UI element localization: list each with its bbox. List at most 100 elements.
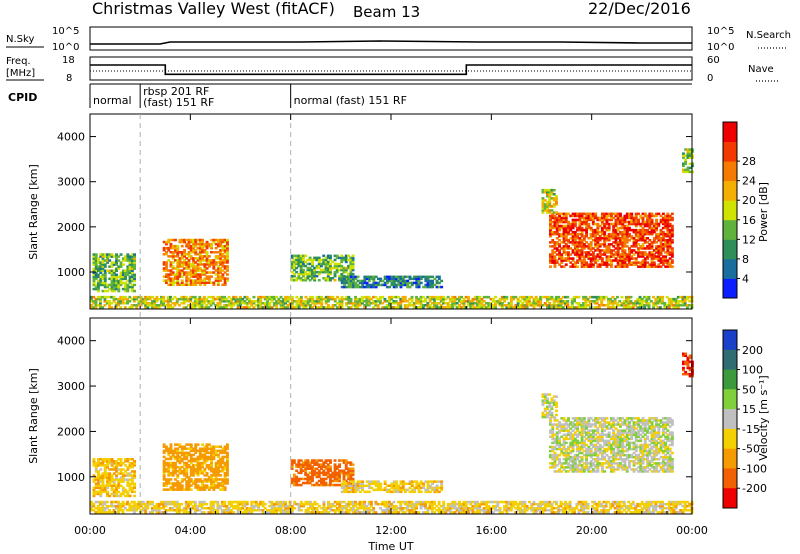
echo-cell [266, 297, 269, 301]
echo-cell [205, 445, 209, 448]
echo-cell [263, 302, 267, 305]
echo-cell [292, 477, 296, 481]
echo-cell [345, 295, 348, 299]
echo-cell [603, 235, 607, 238]
echo-cell [664, 245, 668, 248]
echo-cell [226, 445, 229, 448]
echo-cell [585, 425, 588, 428]
echo-cell [279, 300, 283, 303]
echo-cell [627, 302, 631, 305]
echo-cell [621, 255, 625, 258]
echo-cell [317, 475, 321, 479]
echo-cell [169, 443, 173, 446]
echo-cell [553, 417, 557, 420]
echo-cell [329, 268, 332, 272]
echo-cell [139, 304, 143, 307]
echo-cell [308, 266, 312, 270]
echo-cell [110, 295, 114, 299]
echo-cell [612, 232, 616, 236]
echo-cell [619, 216, 622, 220]
echo-cell [553, 464, 557, 467]
echo-cell [433, 480, 437, 483]
echo-cell [351, 463, 355, 466]
echo-cell [144, 295, 148, 299]
echo-cell [130, 277, 134, 281]
echo-cell [587, 222, 591, 226]
echo-cell [162, 482, 166, 485]
echo-cell [169, 269, 173, 272]
echo-cell [394, 302, 398, 305]
echo-cell [165, 463, 168, 467]
echo-cell [299, 270, 303, 274]
echo-cell [171, 302, 175, 305]
echo-cell [243, 295, 247, 299]
echo-cell [498, 300, 502, 303]
echo-cell [523, 295, 527, 299]
echo-cell [202, 300, 206, 303]
echo-cell [169, 488, 173, 491]
echo-cell [329, 467, 332, 470]
echo-cell [192, 265, 195, 268]
echo-cell [165, 275, 168, 278]
echo-cell [192, 279, 195, 282]
echo-cell [614, 257, 618, 260]
echo-cell [205, 486, 209, 489]
echo-cell [189, 453, 193, 457]
echo-cell [585, 427, 588, 430]
echo-cell [549, 216, 552, 220]
echo-cell [223, 467, 227, 471]
echo-cell [219, 463, 223, 467]
echo-cell [185, 253, 189, 256]
echo-cell [562, 462, 566, 465]
echo-cell [666, 220, 670, 224]
echo-cell [241, 297, 245, 301]
echo-cell [112, 488, 116, 492]
echo-cell [205, 300, 208, 303]
echo-cell [543, 209, 547, 212]
echo-cell [657, 224, 661, 228]
echo-cell [567, 239, 570, 242]
echo-cell [117, 289, 121, 293]
echo-cell [567, 470, 570, 473]
echo-cell [290, 459, 294, 462]
echo-cell [214, 242, 218, 246]
echo-cell [555, 220, 559, 224]
echo-cell [214, 304, 218, 307]
echo-cell [302, 469, 305, 472]
echo-cell [419, 306, 423, 309]
echo-cell [189, 238, 193, 242]
echo-cell [560, 429, 564, 432]
echo-cell [555, 216, 559, 220]
echo-cell [306, 300, 310, 303]
echo-cell [324, 264, 328, 268]
echo-cell [115, 263, 118, 266]
echo-cell [207, 486, 211, 489]
echo-cell [453, 295, 457, 299]
echo-cell [180, 486, 184, 489]
echo-cell [333, 459, 337, 462]
echo-cell [607, 249, 611, 252]
echo-cell [205, 480, 209, 483]
echo-cell [365, 277, 369, 281]
echo-cell [619, 222, 622, 226]
echo-cell [553, 222, 557, 226]
echo-cell [194, 261, 198, 264]
echo-cell [433, 490, 437, 494]
echo-cell [578, 431, 582, 434]
echo-cell [625, 306, 628, 309]
echo-cell [562, 224, 566, 228]
echo-cell [306, 302, 310, 305]
echo-cell [203, 249, 207, 252]
echo-cell [424, 297, 427, 301]
echo-cell [569, 257, 573, 260]
echo-cell [304, 459, 308, 462]
echo-cell [623, 261, 627, 264]
echo-cell [94, 271, 98, 274]
echo-cell [659, 253, 663, 256]
echo-cell [322, 297, 326, 301]
echo-cell [558, 468, 561, 471]
echo-cell [297, 258, 301, 262]
echo-cell [567, 437, 570, 441]
echo-cell [676, 295, 680, 299]
